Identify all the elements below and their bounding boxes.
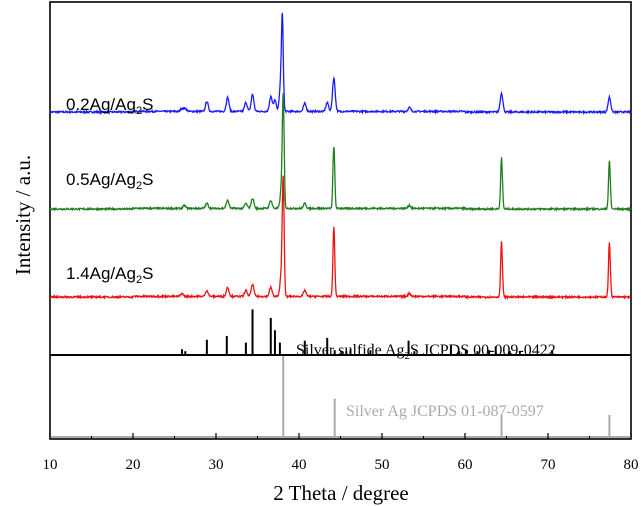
series-line-2 [49,92,632,213]
reference-label-ag: Silver Ag JCPDS 01-087-0597 [346,403,544,420]
series-line-1 [49,12,632,116]
x-axis-title: 2 Theta / degree [273,481,408,505]
series-label-1.4ag: 1.4Ag/Ag2S [66,264,153,286]
x-tick-label: 10 [43,457,58,473]
series-line-3 [49,175,632,301]
x-tick-label: 20 [126,457,141,473]
y-axis-title: Intensity / a.u. [11,155,35,275]
series-label-0.2ag: 0.2Ag/Ag2S [66,95,153,117]
plot-border [49,1,632,440]
x-tick-label: 60 [458,457,473,473]
x-axis: 10 20 30 40 50 60 70 80 [43,433,639,473]
x-tick-label: 50 [375,457,390,473]
series-layer [49,12,632,301]
x-tick-label: 70 [541,457,556,473]
reference-label-ag2s: Silver sulfide Ag2S JCPDS 00-009-0422 [296,342,556,362]
plot-frame [49,1,632,440]
x-tick-label: 30 [209,457,224,473]
reference-layer [50,309,631,438]
x-tick-label: 40 [292,457,307,473]
x-tick-label: 80 [624,457,639,473]
series-label-0.5ag: 0.5Ag/Ag2S [66,170,153,192]
